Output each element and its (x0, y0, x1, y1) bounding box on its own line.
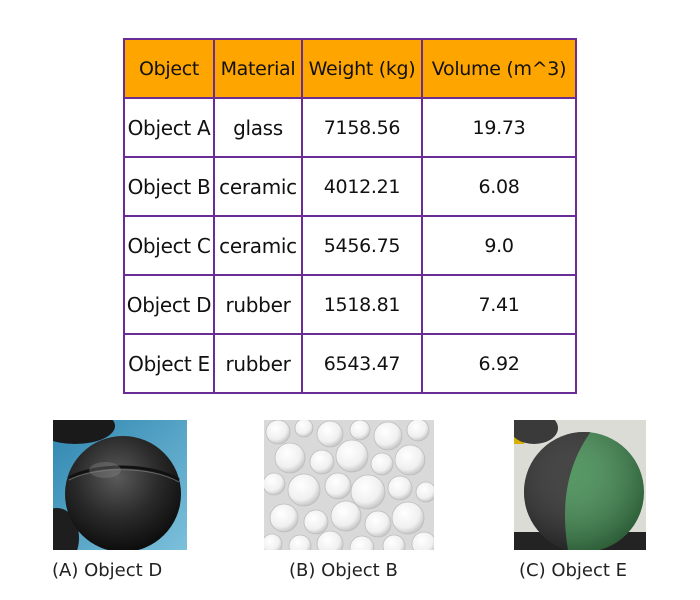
cell-material: rubber (213, 333, 303, 394)
caption-object-e: (C) Object E (519, 560, 628, 581)
cell-weight: 5456.75 (301, 215, 423, 276)
ceramic-balls-image (264, 420, 434, 550)
cell-object: Object A (123, 97, 215, 158)
caption-object-d: (A) Object D (52, 560, 163, 581)
cell-weight: 4012.21 (301, 156, 423, 217)
cell-object: Object B (123, 156, 215, 217)
table-row: Object D rubber 1518.81 7.41 (123, 274, 577, 335)
cell-volume: 6.08 (421, 156, 577, 217)
header-volume: Volume (m^3) (421, 38, 577, 99)
cell-object: Object C (123, 215, 215, 276)
black-ball-image (53, 420, 187, 550)
cell-object: Object E (123, 333, 215, 394)
cell-volume: 7.41 (421, 274, 577, 335)
header-material: Material (213, 38, 303, 99)
cell-volume: 6.92 (421, 333, 577, 394)
cell-weight: 7158.56 (301, 97, 423, 158)
data-table-container: Object Material Weight (kg) Volume (m^3)… (123, 38, 577, 394)
table-row: Object A glass 7158.56 19.73 (123, 97, 577, 158)
table-row: Object E rubber 6543.47 6.92 (123, 333, 577, 394)
cell-weight: 1518.81 (301, 274, 423, 335)
object-e-photo (514, 420, 646, 550)
table-header-row: Object Material Weight (kg) Volume (m^3) (123, 38, 577, 99)
cell-material: ceramic (213, 156, 303, 217)
object-d-photo (53, 420, 187, 550)
caption-object-b: (B) Object B (289, 560, 398, 581)
data-table: Object Material Weight (kg) Volume (m^3)… (123, 38, 577, 394)
cell-material: rubber (213, 274, 303, 335)
object-b-photo (264, 420, 434, 550)
cell-object: Object D (123, 274, 215, 335)
cell-material: ceramic (213, 215, 303, 276)
cell-material: glass (213, 97, 303, 158)
table-row: Object B ceramic 4012.21 6.08 (123, 156, 577, 217)
cell-weight: 6543.47 (301, 333, 423, 394)
table-row: Object C ceramic 5456.75 9.0 (123, 215, 577, 276)
black-green-ball-image (514, 420, 646, 550)
cell-volume: 9.0 (421, 215, 577, 276)
cell-volume: 19.73 (421, 97, 577, 158)
header-weight: Weight (kg) (301, 38, 423, 99)
header-object: Object (123, 38, 215, 99)
